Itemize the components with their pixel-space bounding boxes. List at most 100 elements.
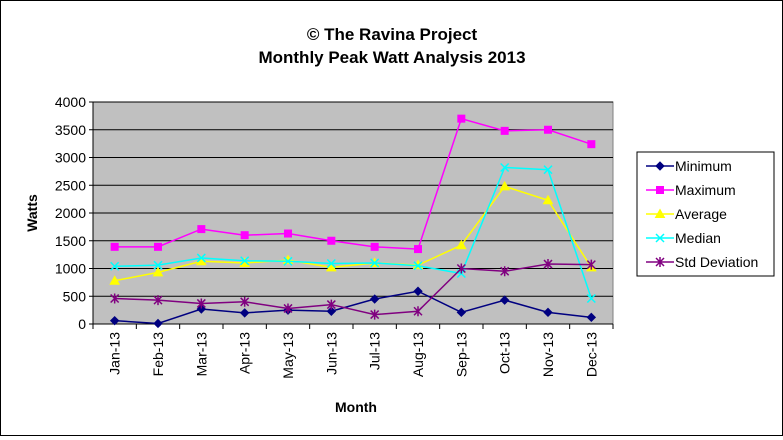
x-tick-label: Jan-13 — [107, 332, 123, 375]
legend: Minimum Maximum Average Median Std Deviation — [636, 151, 775, 277]
series-line — [114, 185, 592, 282]
data-point — [414, 245, 422, 254]
data-point — [326, 306, 337, 316]
data-point — [109, 315, 120, 326]
data-point — [153, 260, 163, 270]
data-point — [655, 161, 665, 171]
y-tick-label: 0 — [78, 316, 86, 332]
data-point — [370, 242, 379, 251]
data-point — [455, 239, 467, 250]
data-point — [500, 162, 510, 173]
y-tick-label: 1000 — [55, 261, 86, 277]
x-tick-label: Nov-13 — [540, 332, 556, 377]
data-point — [283, 303, 293, 314]
data-point — [196, 298, 206, 309]
data-point — [369, 294, 380, 304]
y-tick-label: 4000 — [55, 94, 86, 110]
data-point — [327, 236, 336, 245]
data-point — [370, 258, 380, 268]
x-tick-label: Jun-13 — [323, 332, 339, 375]
x-axis-ticks: Jan-13 Feb-13 Mar-13 Apr-13 May-13 Jun-13 Jul-… — [92, 324, 614, 379]
x-tick-label: Aug-13 — [410, 332, 426, 377]
y-tick-label: 500 — [63, 288, 87, 304]
data-point — [654, 208, 666, 218]
data-point — [326, 299, 336, 310]
series-average — [109, 180, 597, 285]
series-maximum — [110, 114, 596, 254]
data-point — [284, 229, 292, 238]
data-point — [153, 318, 163, 329]
data-point — [109, 275, 121, 285]
data-point — [283, 256, 293, 266]
data-point — [500, 126, 509, 135]
data-point — [586, 259, 596, 270]
data-point — [456, 307, 467, 318]
data-point — [110, 242, 119, 251]
data-point — [500, 266, 510, 277]
series-line — [114, 166, 593, 299]
data-point — [499, 295, 510, 305]
data-point — [326, 258, 336, 269]
data-point — [240, 231, 249, 240]
data-point — [110, 261, 120, 271]
data-point — [153, 295, 163, 306]
x-tick-label: Dec-13 — [583, 332, 599, 377]
data-point — [110, 293, 120, 304]
series-std-deviation — [110, 259, 596, 320]
series-line — [114, 117, 592, 250]
x-tick-label: Feb-13 — [150, 332, 166, 377]
legend-label: Maximum — [675, 182, 736, 198]
data-point — [656, 186, 664, 194]
series-line — [114, 290, 592, 325]
data-point — [587, 140, 596, 149]
data-point — [499, 180, 511, 191]
y-axis-label: Watts — [24, 194, 40, 232]
data-point — [154, 242, 162, 251]
data-point — [543, 165, 553, 175]
data-point — [456, 263, 466, 274]
data-point — [655, 257, 665, 267]
legend-label: Minimum — [675, 158, 732, 174]
data-point — [196, 253, 206, 263]
data-point — [240, 296, 250, 307]
x-tick-label: Mar-13 — [193, 332, 209, 377]
y-axis-ticks: 0 500 1000 1500 2000 2500 3000 3500 4000 — [55, 94, 94, 332]
legend-label: Median — [675, 230, 721, 246]
data-point — [196, 304, 207, 314]
data-point — [370, 309, 380, 320]
y-tick-label: 2000 — [55, 205, 86, 221]
x-tick-label: May-13 — [280, 332, 296, 379]
data-point — [240, 256, 250, 266]
y-tick-label: 1500 — [55, 233, 86, 249]
chart-subtitle: Monthly Peak Watt Analysis 2013 — [258, 48, 525, 67]
legend-label: Average — [675, 206, 727, 222]
data-point — [586, 293, 596, 304]
legend-label: Std Deviation — [675, 254, 758, 270]
data-point — [457, 114, 466, 123]
series-line — [114, 263, 592, 316]
data-point — [325, 261, 337, 272]
data-point — [152, 266, 164, 277]
data-point — [413, 261, 423, 271]
x-tick-label: Apr-13 — [237, 332, 253, 374]
data-point — [543, 307, 553, 318]
data-point — [542, 194, 554, 205]
data-point — [655, 233, 665, 243]
data-point — [586, 312, 597, 323]
data-point — [239, 308, 250, 318]
y-tick-label: 3500 — [55, 122, 86, 138]
x-tick-label: Oct-13 — [497, 332, 513, 374]
y-tick-label: 3000 — [55, 150, 86, 166]
data-point — [413, 286, 423, 296]
chart-title: © The Ravina Project — [307, 25, 478, 44]
data-point — [544, 125, 552, 134]
y-tick-label: 2500 — [55, 177, 86, 193]
x-tick-label: Jul-13 — [367, 332, 383, 370]
x-axis-label: Month — [335, 399, 377, 415]
data-point — [543, 259, 553, 270]
x-tick-label: Sep-13 — [453, 332, 469, 377]
data-point — [413, 306, 423, 317]
data-point — [197, 225, 206, 234]
